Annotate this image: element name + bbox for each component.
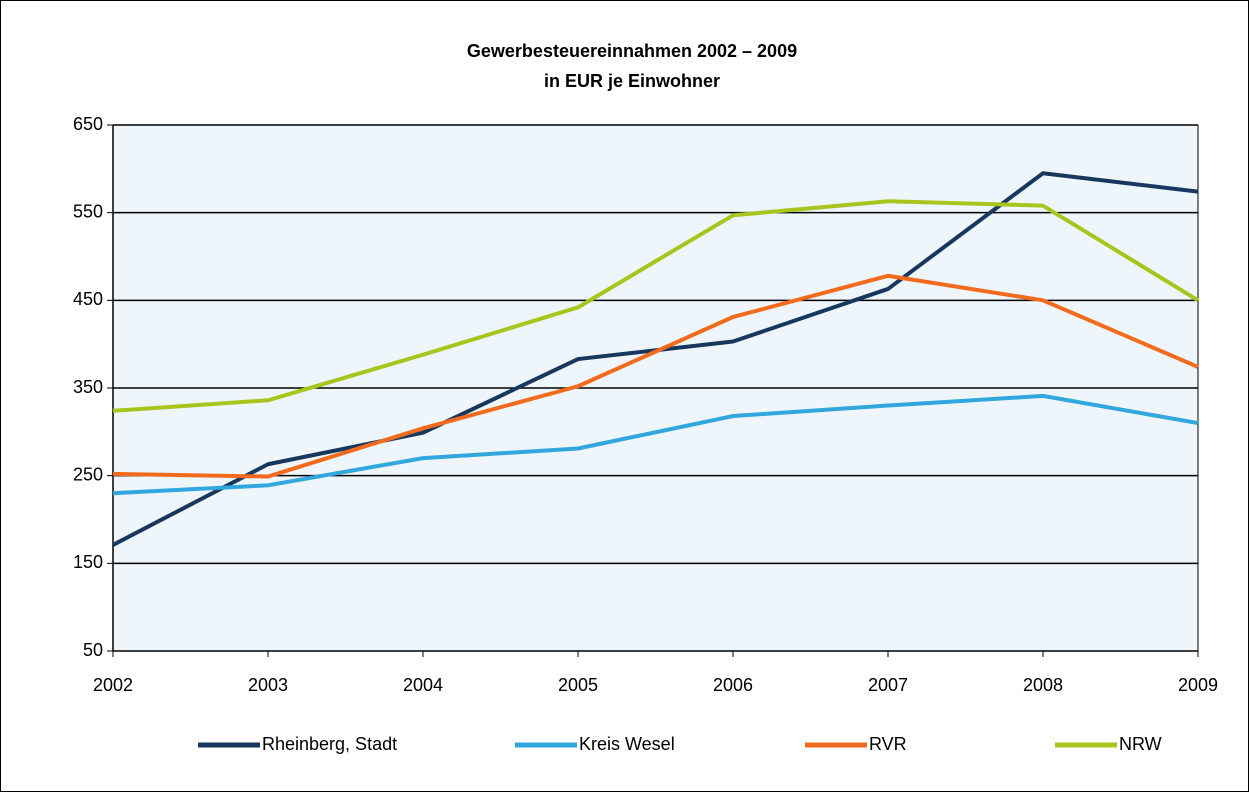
y-tick-label: 150 — [73, 552, 103, 572]
legend-label: Kreis Wesel — [579, 734, 675, 754]
x-tick-label: 2009 — [1178, 675, 1218, 695]
y-tick-label: 550 — [73, 201, 103, 221]
y-tick-label: 450 — [73, 289, 103, 309]
legend-label: Rheinberg, Stadt — [262, 734, 397, 754]
x-tick-label: 2003 — [248, 675, 288, 695]
y-tick-label: 250 — [73, 464, 103, 484]
legend-label: RVR — [869, 734, 907, 754]
x-tick-label: 2008 — [1023, 675, 1063, 695]
y-tick-label: 650 — [73, 114, 103, 134]
data-line — [112, 199, 1200, 413]
chart-subtitle: in EUR je Einwohner — [544, 71, 720, 91]
data-line — [112, 393, 1199, 496]
data-line — [112, 273, 1199, 479]
chart-title: Gewerbesteuereinnahmen 2002 – 2009 — [467, 41, 797, 61]
legend-label: NRW — [1119, 734, 1162, 754]
x-tick-label: 2006 — [713, 675, 753, 695]
y-tick-label: 350 — [73, 377, 103, 397]
x-tick-label: 2004 — [403, 675, 443, 695]
y-tick-label: 50 — [83, 640, 103, 660]
x-tick-label: 2002 — [93, 675, 133, 695]
x-tick-label: 2005 — [558, 675, 598, 695]
x-tick-label: 2007 — [868, 675, 908, 695]
